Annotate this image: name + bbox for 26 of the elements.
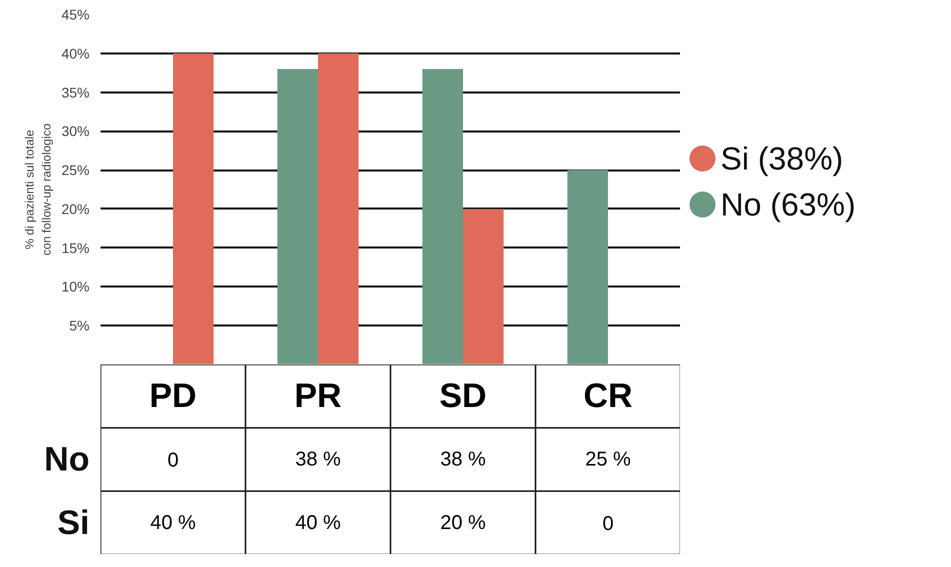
data-label: 40 % [150, 512, 196, 534]
x-tick-label: PD [149, 377, 197, 416]
legend-label: No (63%) [720, 186, 856, 222]
data-label: 20 % [440, 512, 486, 534]
y-tick-label: 10% [61, 278, 90, 295]
y-tick-label: 30% [61, 123, 90, 140]
y-tick-label: 40% [61, 45, 90, 62]
text: Si [57, 504, 90, 542]
y-tick-label: 25% [61, 162, 90, 178]
data-label: 38 % [295, 448, 342, 470]
x-tick-label: PR [294, 377, 342, 416]
data-label: 0 [167, 450, 179, 472]
y-tick-label: 35% [61, 84, 90, 100]
y-axis-title: % di pazienti sul totale con follow-up radiologico [22, 123, 54, 256]
y-tick-label: 5% [69, 318, 90, 334]
x-tick-label: SD [439, 377, 487, 416]
data-label: 40 % [295, 512, 342, 534]
data-label: 25 % [585, 448, 632, 470]
legend-label: Si (38%) [720, 140, 844, 176]
y-tick-label: 15% [61, 240, 90, 256]
x-tick-label: CR [583, 377, 633, 416]
y-tick-label: 45% [61, 6, 90, 22]
y-tick-label: 20% [61, 200, 90, 217]
data-label: 0 [602, 512, 614, 535]
text: No [44, 440, 90, 478]
data-label: 38 % [440, 448, 486, 470]
